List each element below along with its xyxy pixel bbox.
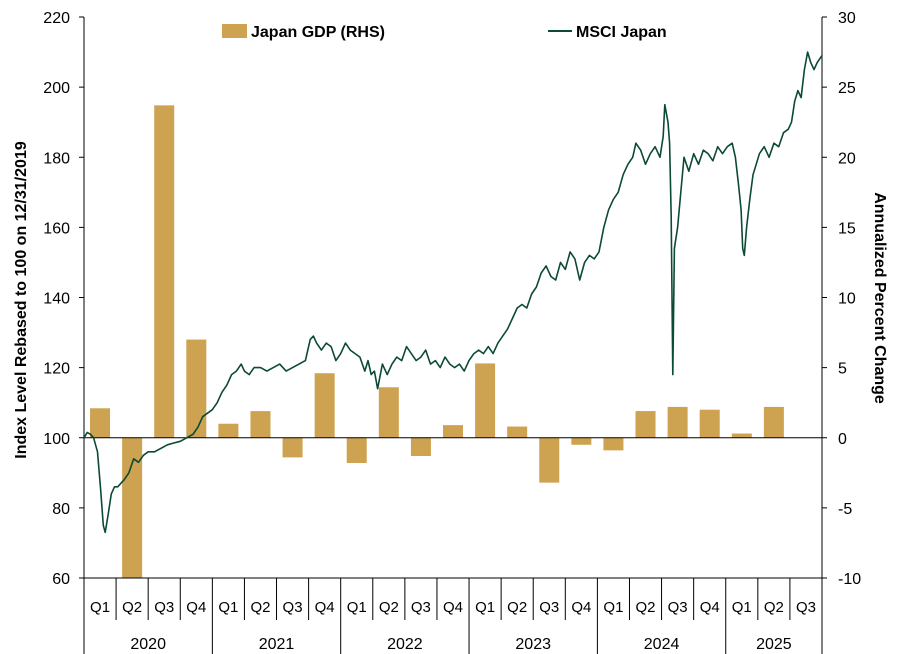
y-right-tick-label: 5 — [838, 361, 847, 378]
year-label: 2025 — [756, 636, 792, 653]
quarter-label: Q2 — [636, 599, 656, 616]
gdp-bar — [507, 426, 528, 438]
gdp-bar — [603, 437, 624, 451]
x-categories: Q1 Q2 Q3 Q4 Q1 Q2 Q3 Q4 Q1 Q2 Q3 Q4 Q1 Q2 Q3 Q4 Q1 Q2 Q3 Q4… — [83, 578, 823, 654]
y-right-tick-label: 10 — [838, 291, 856, 308]
gdp-bar — [635, 411, 656, 438]
legend-msci-label: MSCI Japan — [576, 24, 667, 41]
legend-gdp-swatch — [222, 24, 247, 38]
gdp-bar — [475, 363, 496, 438]
gdp-bar — [154, 105, 175, 438]
legend: Japan GDP (RHS) MSCI Japan — [222, 24, 667, 41]
y-right-tick-label: 0 — [838, 431, 847, 448]
legend-gdp-label: Japan GDP (RHS) — [251, 24, 385, 41]
gdp-bar — [250, 411, 271, 438]
y-left-tick-label: 200 — [43, 80, 70, 97]
year-label: 2020 — [130, 636, 166, 653]
y-left-tick-label: 60 — [52, 571, 70, 588]
quarter-label: Q3 — [283, 599, 303, 616]
quarter-label: Q3 — [668, 599, 688, 616]
y-right-tick-label: -10 — [838, 571, 861, 588]
quarter-label: Q2 — [379, 599, 399, 616]
gdp-bar — [443, 425, 463, 438]
y-axis-right-title: Annualized Percent Change — [871, 192, 888, 404]
quarter-label: Q1 — [475, 599, 495, 616]
axes — [83, 17, 823, 579]
y-right-tick-label: 15 — [838, 220, 856, 237]
gdp-bar — [571, 437, 592, 445]
tick-labels: 60 80 100 120 140 160 180 200 220 -10 -5 0 5 10 15 20 25… — [43, 10, 861, 588]
msci-line-group — [83, 51, 823, 534]
gdp-bar — [410, 437, 431, 456]
quarter-label: Q1 — [347, 599, 367, 616]
year-label: 2022 — [387, 636, 423, 653]
quarter-label: Q3 — [154, 599, 174, 616]
y-right-tick-label: 25 — [838, 80, 856, 97]
quarter-label: Q4 — [700, 599, 720, 616]
gdp-bar — [346, 437, 367, 463]
y-left-tick-label: 80 — [52, 501, 70, 518]
gdp-bar — [218, 423, 239, 438]
gdp-bar — [378, 387, 399, 438]
gdp-bar — [122, 437, 143, 578]
quarter-label: Q4 — [186, 599, 206, 616]
gdp-bar — [314, 373, 335, 438]
gdp-bar — [731, 433, 752, 438]
quarter-label: Q2 — [764, 599, 784, 616]
y-left-tick-label: 100 — [43, 431, 70, 448]
quarter-label: Q1 — [218, 599, 238, 616]
y-right-tick-label: 20 — [838, 150, 856, 167]
gdp-bar — [282, 437, 303, 458]
quarter-label: Q3 — [539, 599, 559, 616]
y-left-tick-label: 220 — [43, 10, 70, 27]
quarter-label: Q4 — [571, 599, 591, 616]
y-right-tick-label: -5 — [838, 501, 852, 518]
quarter-label: Q1 — [603, 599, 623, 616]
y-right-tick-label: 30 — [838, 10, 856, 27]
quarter-label: Q2 — [507, 599, 527, 616]
y-left-tick-label: 120 — [43, 361, 70, 378]
msci-japan-line — [83, 51, 823, 534]
gdp-bar — [539, 437, 560, 483]
gdp-bar — [186, 339, 207, 438]
quarter-label: Q4 — [443, 599, 463, 616]
gdp-bar — [699, 409, 720, 438]
gdp-bar — [90, 408, 111, 438]
quarter-label: Q3 — [796, 599, 816, 616]
year-label: 2021 — [259, 636, 295, 653]
y-left-tick-label: 160 — [43, 220, 70, 237]
quarter-label: Q3 — [411, 599, 431, 616]
quarter-label: Q1 — [732, 599, 752, 616]
y-left-tick-label: 140 — [43, 291, 70, 308]
gdp-bar — [667, 406, 688, 438]
gdp-bar — [763, 406, 784, 438]
gdp-bars — [90, 105, 784, 578]
quarter-label: Q2 — [250, 599, 270, 616]
year-label: 2023 — [515, 636, 551, 653]
y-left-tick-label: 180 — [43, 150, 70, 167]
year-label: 2024 — [644, 636, 680, 653]
quarter-label: Q2 — [122, 599, 142, 616]
y-axis-left-title: Index Level Rebased to 100 on 12/31/2019 — [13, 141, 30, 459]
quarter-label: Q4 — [315, 599, 335, 616]
quarter-label: Q1 — [90, 599, 110, 616]
